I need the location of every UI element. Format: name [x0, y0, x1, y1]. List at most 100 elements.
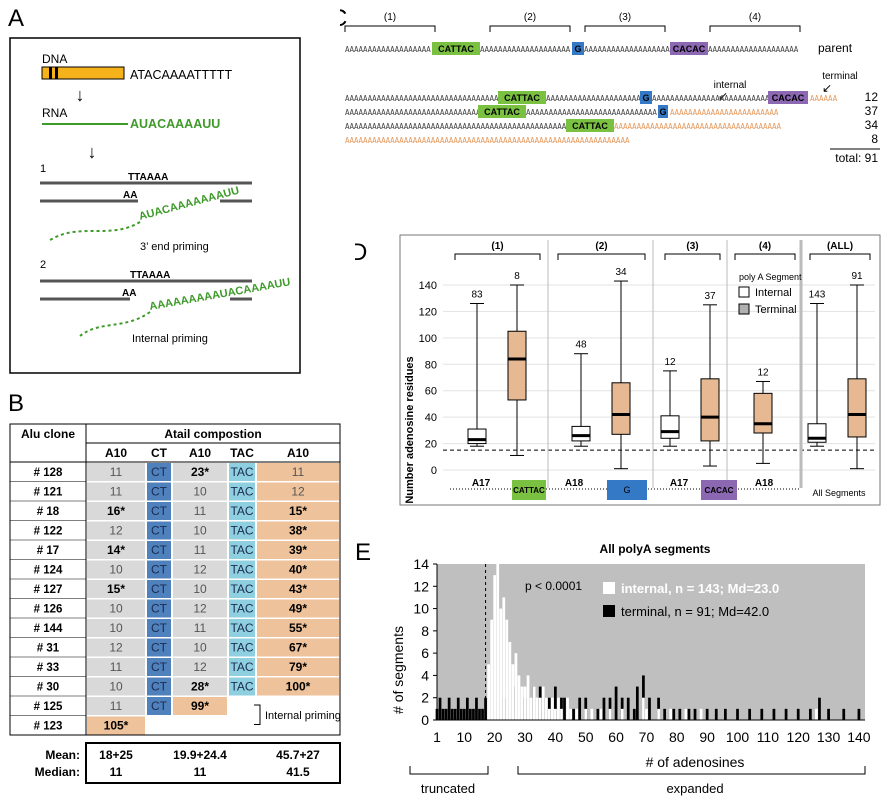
x-tick-label: 30: [517, 729, 533, 745]
cell-bg: [257, 619, 339, 637]
cell-value: CT: [151, 563, 168, 577]
bar-internal: [550, 697, 554, 720]
bar-internal: [645, 708, 648, 720]
n-label: 37: [704, 291, 716, 302]
x-tick-label: 20: [487, 729, 503, 745]
cell-bg: [87, 463, 145, 481]
group-bracket: [734, 253, 796, 260]
group-bracket: [557, 253, 646, 260]
cell-value: TAC: [230, 660, 253, 674]
bar-terminal: [772, 708, 776, 720]
bar-terminal: [465, 697, 469, 720]
row-c-tail: AAAAAAAAAAAAAAAAAAAAAAAAAAAAAAAAAAAAA: [614, 122, 782, 131]
track-cacac: CACAC: [705, 486, 734, 495]
cell-bg: [173, 619, 227, 637]
row-a-tail: AAAAAA: [810, 94, 838, 103]
motif-cacac: CACAC: [673, 44, 706, 54]
cell-value: 11: [110, 699, 123, 713]
cell-value: 28*: [191, 680, 209, 694]
bar-terminal: [554, 686, 557, 720]
x-tick-label: 100: [726, 729, 750, 745]
cell-value: 39*: [289, 543, 307, 557]
cell-bg: [87, 541, 145, 559]
terminal-arrow: ↙: [822, 81, 832, 95]
clone-id: # 17: [37, 545, 59, 557]
cell-value: 11: [194, 543, 207, 557]
cell-value: 10: [109, 621, 123, 635]
cell-value: 12: [109, 524, 123, 538]
aa-1: AA: [123, 190, 137, 201]
n-label: 8: [514, 271, 520, 282]
cell-bg: [257, 521, 339, 540]
n-label: 83: [471, 290, 483, 301]
y-tick-label: 100: [419, 333, 437, 345]
clone-id: # 144: [34, 623, 63, 635]
cell-value: 12: [193, 660, 207, 674]
bar-terminal: [714, 708, 718, 720]
cell-value: 11: [194, 621, 207, 635]
bar-terminal: [818, 697, 821, 720]
cell-value: 43*: [289, 582, 307, 596]
box: [753, 392, 773, 434]
primer-2-tail: [79, 311, 151, 337]
e-x-axis-label: # of adenosines: [646, 754, 745, 770]
stats-box: [85, 742, 341, 784]
cell-value: TAC: [230, 641, 253, 655]
expanded-brace: [517, 766, 866, 775]
legend-terminal: Terminal: [755, 304, 797, 316]
three-prime-label: 3’ end priming: [140, 241, 209, 253]
step-2-label: 2: [40, 259, 46, 271]
cell-bg: [257, 463, 339, 481]
parent-seq-2: AAAAAAAAAAAAAAAAAAAA: [480, 45, 571, 54]
cell-value: TAC: [230, 582, 253, 596]
cell-value: 79*: [289, 660, 307, 674]
bar-terminal: [453, 708, 457, 720]
cell-bg: [257, 541, 339, 559]
group-label: (4): [759, 241, 771, 252]
primer-1-tail: [49, 221, 141, 241]
row-count: 8: [871, 132, 878, 146]
bar-terminal: [796, 708, 800, 720]
cell-bg: [173, 560, 227, 579]
cell-bg: [173, 502, 227, 520]
cell-bg: [173, 638, 227, 657]
y-tick-label: 60: [425, 386, 437, 398]
x-tick-label: 140: [847, 729, 871, 745]
segment-bracket: [584, 25, 666, 32]
box: [847, 378, 867, 438]
group-bracket: [664, 253, 721, 260]
mean-value: 18+25: [99, 748, 133, 762]
y-axis-label: Number adenosine residues: [404, 356, 416, 503]
segment-bracket-label: (3): [619, 12, 631, 23]
median-value: 11: [194, 765, 207, 779]
sub-header: A10: [189, 446, 211, 460]
cell-bg: [257, 560, 339, 579]
parent-seq-4: AAAAAAAAAAAAAAAAAAAA: [708, 45, 799, 54]
bar-internal: [590, 708, 594, 720]
expanded-label: expanded: [666, 781, 723, 796]
bar-internal: [526, 675, 530, 720]
x-tick-label: 50: [578, 729, 594, 745]
dna-label: DNA: [42, 52, 67, 66]
cell-bg: [173, 658, 227, 676]
bar-terminal: [572, 708, 575, 720]
clone-id: # 124: [34, 565, 63, 577]
clone-id: # 33: [37, 662, 59, 674]
cell-value: 10: [193, 582, 207, 596]
track-all-segments: All Segments: [812, 488, 866, 498]
bar-internal: [508, 642, 512, 720]
terminal-label: terminal: [822, 71, 858, 82]
atail-table: Alu clone Atail compostion A10 CT A10 TAC A10 #…: [9, 423, 341, 784]
internal-arrow: ↙: [718, 89, 728, 103]
dna-sequence: ATACAAAATTTTT: [130, 68, 232, 82]
p-value: p < 0.0001: [525, 579, 582, 593]
cell-bg: [147, 560, 171, 579]
bar-internal: [684, 708, 688, 720]
bar-terminal: [441, 708, 445, 720]
row-c-cattac-box: [566, 119, 614, 132]
bar-internal: [584, 708, 588, 720]
panel-b: B Alu clone Atail compostion A10 CT A10 TAC A1…: [0, 385, 355, 800]
cell-bg: [87, 697, 145, 715]
cell-value: 100*: [286, 680, 311, 694]
clone-id: # 121: [34, 487, 63, 499]
